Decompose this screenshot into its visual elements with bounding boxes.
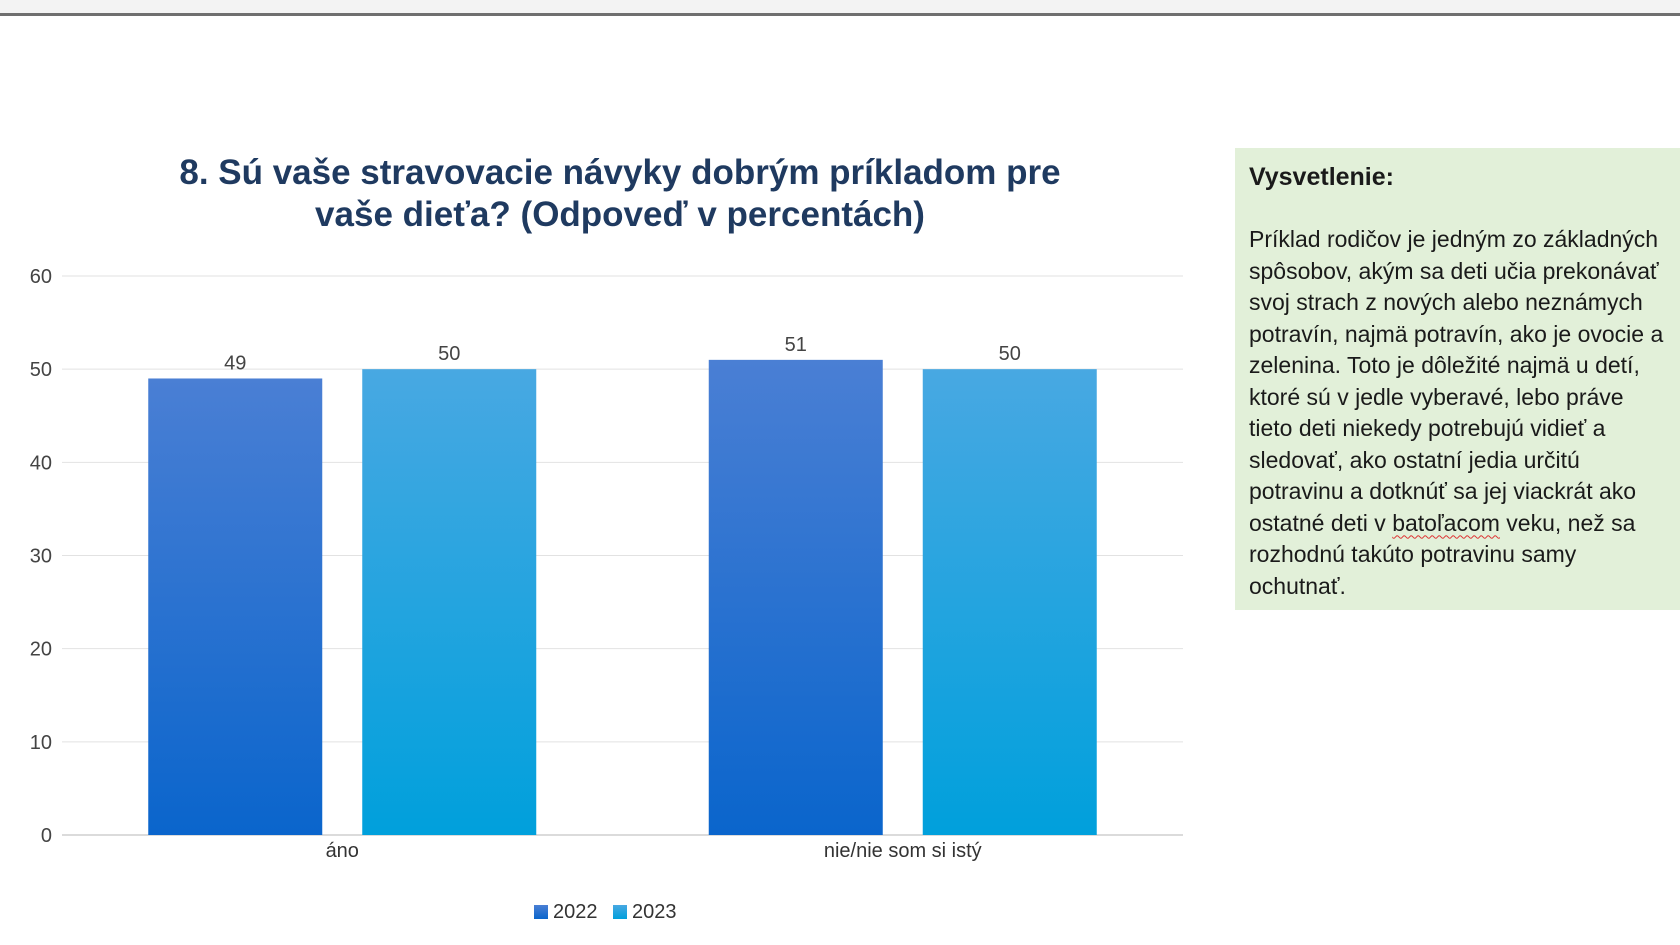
- legend-label: 2022: [553, 901, 598, 923]
- bars: [148, 359, 1097, 835]
- explanation-text: Príklad rodičov je jedným zo základných …: [1249, 224, 1680, 602]
- data-label: 49: [224, 352, 246, 374]
- explanation-line: potravín, najmä potravín, ako je ovocie …: [1249, 320, 1664, 347]
- y-tick-label: 0: [41, 825, 52, 847]
- bar: [708, 359, 883, 835]
- y-tick-label: 10: [30, 732, 52, 754]
- data-label: 51: [785, 334, 807, 356]
- chart-title: 8. Sú vaše stravovacie návyky dobrým prí…: [179, 153, 1061, 234]
- spellcheck-word: batoľacom: [1392, 509, 1500, 536]
- explanation-line: ochutnať.: [1249, 572, 1346, 599]
- explanation-heading: Vysvetlenie:: [1249, 163, 1394, 191]
- legend: 2022 2023: [534, 901, 677, 923]
- data-label: 50: [438, 343, 460, 365]
- y-tick-label: 30: [30, 546, 52, 568]
- legend-swatch: [534, 905, 548, 919]
- bar: [922, 369, 1097, 835]
- bar: [148, 378, 323, 835]
- labels: 0 10 20 30 40 50 60 49 50 áno 51 50 nie/nie som si i…: [30, 266, 1021, 862]
- explanation-line: rozhodnú takúto potravinu samy: [1249, 541, 1577, 567]
- explanation-fragment: ostatné deti v: [1249, 509, 1393, 536]
- explanation-line: Príklad rodičov je jedným zo základných: [1249, 226, 1659, 252]
- y-tick-label: 50: [30, 359, 52, 381]
- data-label: 50: [999, 343, 1021, 365]
- explanation-line: svoj strach z nových alebo neznámych: [1249, 289, 1643, 315]
- window-top-bar: [0, 0, 1680, 16]
- legend-label: 2023: [632, 901, 677, 923]
- y-tick-label: 60: [30, 266, 52, 288]
- bar-chart: 0 10 20 30 40 50 60 49 50 áno 51 50 nie/nie som si i…: [30, 266, 1183, 923]
- explanation-line: potravinu a dotknúť sa jej viackrát ako: [1249, 478, 1637, 504]
- explanation-line: zelenina. Toto je dôležité najmä u detí,: [1249, 352, 1640, 378]
- x-category-label: nie/nie som si istý: [824, 840, 982, 862]
- explanation-fragment: veku, než sa: [1499, 509, 1636, 536]
- explanation-line: spôsobov, akým sa deti učia prekonávať: [1249, 257, 1659, 284]
- explanation-line: ostatné deti v batoľacom veku, než sa: [1249, 508, 1680, 540]
- bar: [362, 369, 537, 835]
- legend-swatch: [613, 905, 627, 919]
- y-tick-label: 40: [30, 452, 52, 474]
- x-category-label: áno: [326, 840, 359, 862]
- explanation-box: Vysvetlenie: Príklad rodičov je jedným z…: [1235, 148, 1680, 610]
- y-tick-label: 20: [30, 639, 52, 661]
- explanation-line: sledovať, ako ostatní jedia určitú: [1249, 446, 1580, 473]
- explanation-line: ktoré sú v jedle vyberavé, lebo práve: [1249, 383, 1624, 410]
- explanation-line: tieto deti niekedy potrebujú vidieť a: [1249, 415, 1606, 441]
